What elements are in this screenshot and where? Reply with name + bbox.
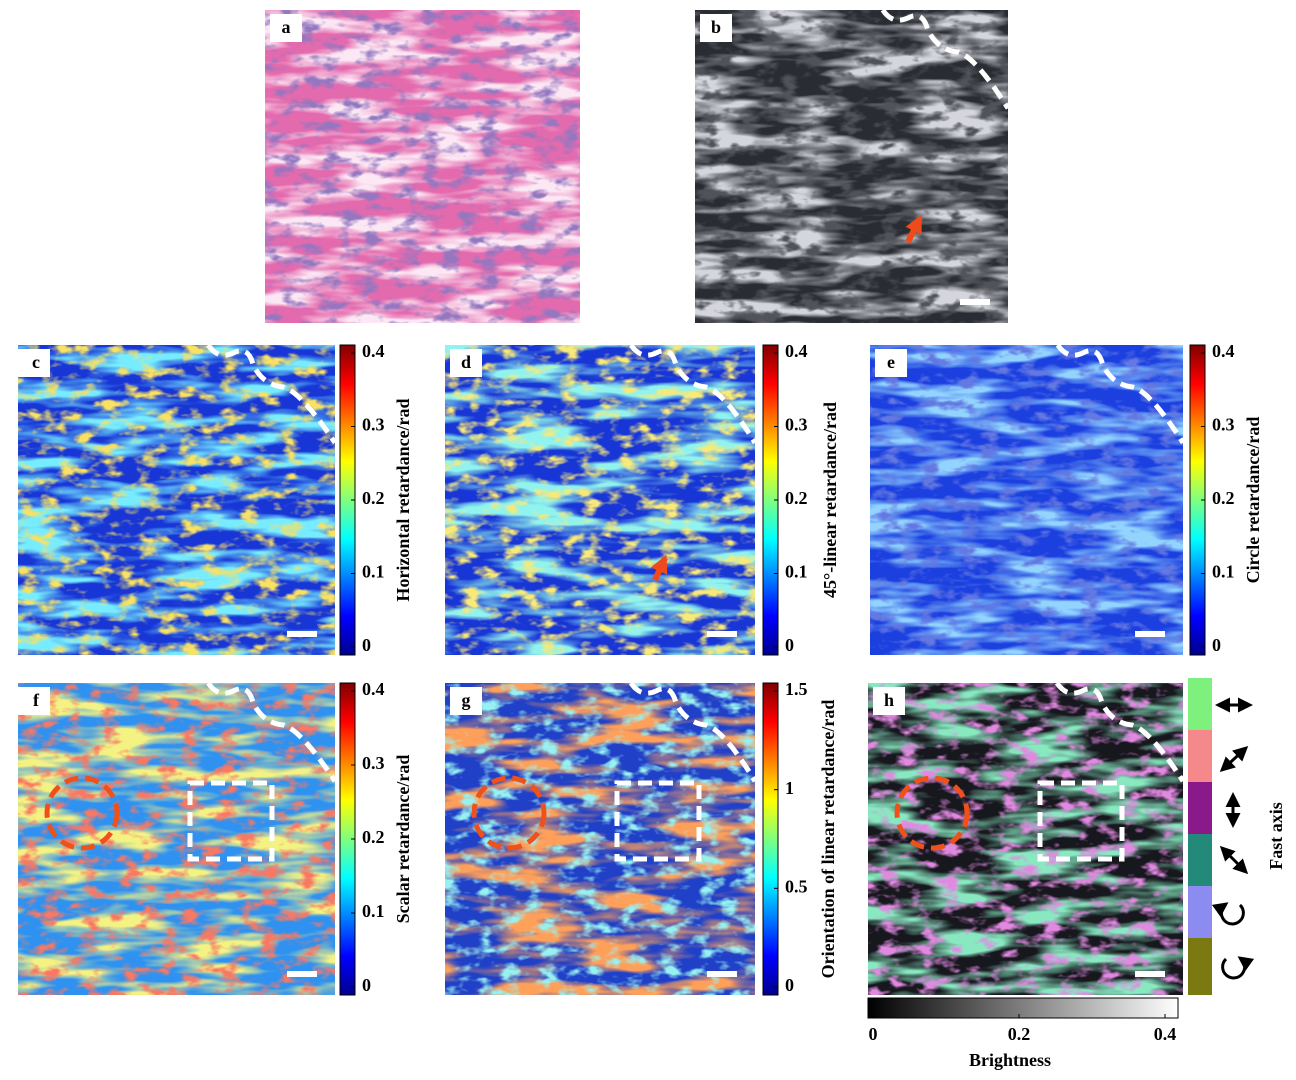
- scale-bar: [287, 971, 317, 977]
- boundary: [880, 8, 1011, 110]
- boundary: [206, 681, 338, 783]
- fast-axis-strip: [1188, 678, 1212, 995]
- tick-label: 0.3: [362, 415, 385, 435]
- panel-image: [870, 343, 1186, 655]
- scale-bar: [1135, 971, 1165, 977]
- image-texture: [868, 683, 1183, 995]
- boundary: [206, 343, 338, 445]
- tick-label: 0: [1212, 635, 1221, 655]
- tick-label: 0: [362, 975, 371, 995]
- label-box: [873, 687, 905, 715]
- colorbar-label: 45°-linear retardance/rad: [820, 402, 840, 598]
- boundary: [628, 681, 758, 783]
- panel-label: c: [32, 352, 40, 372]
- image-texture: [445, 683, 755, 995]
- image-texture: [445, 345, 755, 655]
- label-box: [875, 349, 907, 377]
- scale-bar: [1135, 631, 1165, 637]
- colorbar-label: Horizontal retardance/rad: [393, 398, 413, 601]
- colorbar: [762, 682, 779, 996]
- fast-axis-icons: [1211, 697, 1255, 980]
- scale-bar: [960, 299, 990, 305]
- tick-label: 1: [785, 778, 794, 798]
- image-texture: [265, 10, 580, 323]
- region-circle: [894, 775, 970, 851]
- tick-label: 0.2: [785, 488, 808, 508]
- panel-label: g: [462, 690, 471, 710]
- arrow: [905, 214, 923, 244]
- tick-label: 0.1: [785, 562, 808, 582]
- tick-label: 0.4: [362, 341, 385, 361]
- image-texture: [870, 345, 1183, 655]
- panel-image: [265, 10, 580, 323]
- boundary: [628, 343, 758, 445]
- scale-bar: [707, 631, 737, 637]
- label-box: [18, 687, 50, 715]
- image-texture: [18, 683, 335, 995]
- colorbar-label: Circle retardance/rad: [1243, 417, 1263, 584]
- tick-label: 0.3: [1212, 415, 1235, 435]
- panel-label: b: [711, 17, 721, 37]
- tick-label: 0.3: [362, 753, 385, 773]
- colorbar-label: Orientation of linear retardance/rad: [818, 700, 838, 979]
- tick-label: 0.1: [1212, 562, 1235, 582]
- label-box: [270, 14, 302, 42]
- tick-label: 0.3: [785, 415, 808, 435]
- tick-label: 0.4: [1154, 1024, 1177, 1044]
- fast-axis-label: Fast axis: [1266, 802, 1286, 870]
- panel-image: [445, 343, 758, 655]
- boundary: [1055, 343, 1186, 445]
- region-circle: [44, 775, 120, 851]
- image-texture: [18, 345, 335, 655]
- tick-label: 0.2: [362, 827, 385, 847]
- brightness-label: Brightness: [969, 1050, 1051, 1070]
- tick-label: 1.5: [785, 679, 808, 699]
- panel-image: [18, 343, 338, 655]
- tick-label: 0: [785, 975, 794, 995]
- panel-image: [18, 681, 338, 995]
- label-box: [450, 687, 482, 715]
- panel-label: e: [887, 352, 895, 372]
- tick-label: 0.4: [785, 341, 808, 361]
- tick-label: 0.2: [362, 488, 385, 508]
- tick-label: 0.4: [1212, 341, 1235, 361]
- colorbar-label: Scalar retardance/rad: [393, 755, 413, 924]
- arrow: [650, 554, 668, 582]
- tick-label: 0.2: [1008, 1024, 1031, 1044]
- panel-image: [445, 681, 758, 995]
- label-box: [18, 349, 50, 377]
- tick-label: 0.4: [362, 679, 385, 699]
- scale-bar: [287, 631, 317, 637]
- panel-image: [695, 8, 1011, 323]
- tick-label: 0: [869, 1024, 878, 1044]
- region-box: [1037, 780, 1125, 862]
- boundary: [1054, 681, 1186, 783]
- panel-label: f: [33, 690, 40, 710]
- tick-label: 0.5: [785, 876, 808, 896]
- panel-image: [868, 681, 1186, 995]
- region-box: [614, 780, 702, 862]
- scale-bar: [707, 971, 737, 977]
- label-box: [700, 14, 732, 42]
- image-texture: [695, 10, 1008, 323]
- panel-label: a: [282, 17, 291, 37]
- panel-label: d: [461, 352, 471, 372]
- tick-label: 0: [362, 635, 371, 655]
- tick-label: 0: [785, 635, 794, 655]
- label-box: [450, 349, 482, 377]
- region-box: [187, 780, 275, 862]
- region-circle: [471, 775, 547, 851]
- tick-label: 0.1: [362, 562, 385, 582]
- brightness-bar: [867, 997, 1179, 1019]
- panel-label: h: [884, 690, 894, 710]
- tick-label: 0.1: [362, 901, 385, 921]
- tick-label: 0.2: [1212, 488, 1235, 508]
